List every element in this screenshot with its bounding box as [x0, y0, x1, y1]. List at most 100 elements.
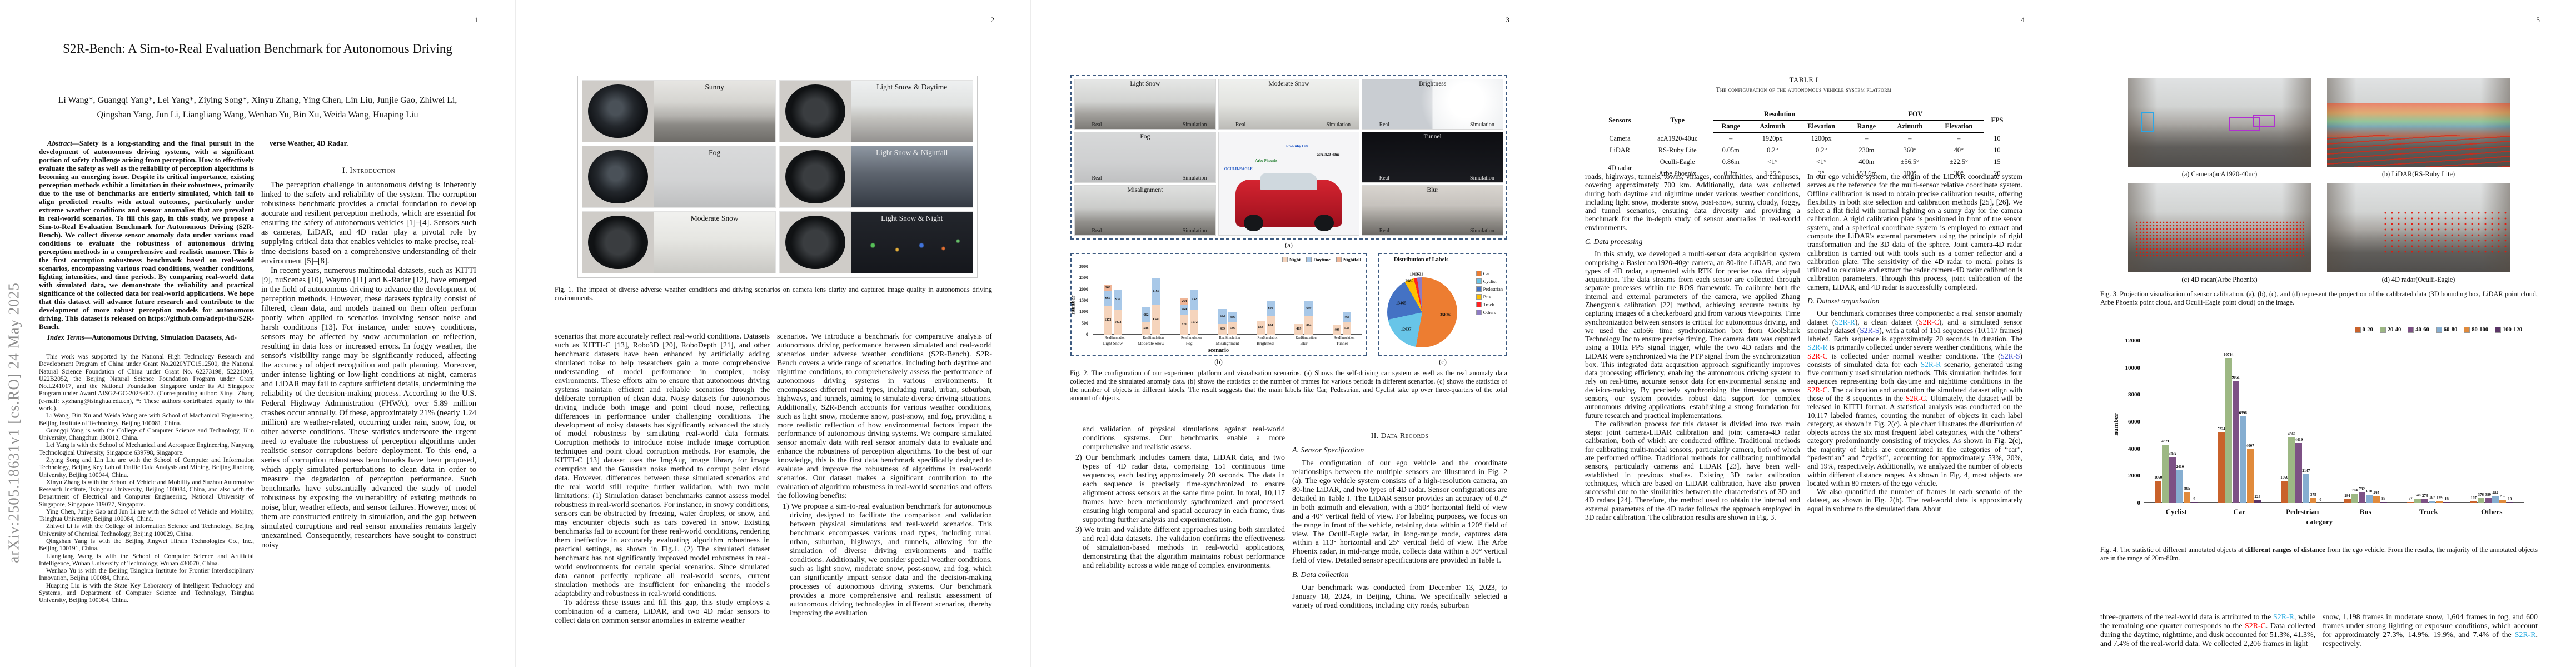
panel-label: Light Snow: [1130, 81, 1160, 87]
camera-lens-icon: [582, 146, 654, 207]
bar-value-label: 536: [1229, 327, 1235, 331]
bar-value-label: 273: [2422, 494, 2428, 499]
bar-value-label: 389: [2485, 492, 2492, 497]
paragraph: Ziying Song and Lin Liu are with the Sch…: [39, 456, 254, 479]
bar-segment: 466: [1343, 312, 1352, 323]
camera-lens-icon: [780, 212, 851, 273]
table-cell: 0.86m: [1722, 158, 1740, 166]
x-tick-label: Real: [1219, 336, 1226, 340]
group-label: Blur: [1300, 341, 1308, 346]
y-tick-label: 10000: [2125, 364, 2141, 371]
y-tick-label: 6000: [2128, 419, 2140, 425]
bar: 9061: [2232, 375, 2240, 503]
scene-label: Light Snow & Night: [880, 214, 943, 222]
column-right: verse Weather, 4D Radar. I. Introduction T…: [261, 139, 476, 666]
legend-label: Car: [1483, 271, 1490, 276]
bar-value-label: 291: [2344, 493, 2351, 498]
subsection-heading: A. Sensor Specification: [1292, 446, 1364, 455]
group-label: Brightness: [1257, 341, 1275, 346]
figure-2-caption: Fig. 2. The configuration of our experim…: [1070, 369, 1507, 402]
panel-label: Tunnel: [1423, 133, 1442, 141]
pie-chart: [1387, 277, 1457, 347]
figure-2a-platform: Light Snow Real Simulation Moderate Snow Re…: [1070, 75, 1507, 240]
fig3-camera-image: [2128, 78, 2311, 167]
figure-4-caption: Fig. 4. The statistic of different annot…: [2100, 546, 2538, 563]
table-cell: 1.25 °: [1764, 170, 1781, 177]
bar-value-label: 2410: [2176, 465, 2184, 470]
section-heading: II. Data Records: [1371, 432, 1429, 440]
real-label: Real: [1092, 122, 1102, 128]
scene-label: Sunny: [705, 83, 724, 91]
column-left: roads, highways, tunnels, towns, village…: [1585, 172, 1800, 663]
text-segment: Abstract: [47, 139, 72, 147]
bar-value-label: 805: [2184, 486, 2190, 491]
real-label: Real: [1379, 122, 1389, 128]
table-cell: ±22.5°: [1949, 158, 1968, 166]
bar-value-label: 932: [1192, 298, 1197, 302]
paragraph: The calibration process for this dataset…: [1585, 419, 1800, 521]
legend-label: 20-40: [2387, 327, 2401, 333]
bar-group: 469 Real 804 699 Simulation Blur: [1294, 267, 1317, 346]
page-number: 5: [2536, 16, 2540, 24]
simulation-label: Simulation: [1326, 122, 1351, 128]
group-label: Fog: [1185, 341, 1193, 346]
paragraph: 2) Our benchmark includes camera data, L…: [1075, 453, 1285, 524]
legend-item: Cyclist: [1476, 278, 1503, 284]
camera-lens-icon: [582, 212, 654, 273]
bar: 610: [2365, 489, 2373, 503]
real-label: Real: [1092, 228, 1102, 234]
fig3-arbe-image: [2128, 183, 2311, 272]
text-segment: . Ultimately, the dataset will be releas…: [1807, 394, 2022, 487]
page-2: 2 Sunny Light Snow & Daytime Fog Light S…: [515, 0, 1031, 667]
simulation-label: Simulation: [1182, 175, 1207, 181]
figure-1-cell: Fog: [582, 146, 776, 208]
x-tick-label: Real: [1296, 336, 1302, 340]
category-label: Pedestrian: [2286, 507, 2319, 516]
paragraph: The perception challenge in autonomous d…: [261, 181, 476, 266]
y-tick-label: 500: [1082, 320, 1088, 326]
paragraph: Index Terms—Autonomous Driving, Simulati…: [39, 333, 254, 341]
bar-value-label: 1072: [1190, 321, 1198, 325]
figure-1-cell: Moderate Snow: [582, 211, 776, 273]
paragraph: scenarios. We introduce a benchmark for …: [777, 332, 992, 501]
stacked-bar: 536 662 Real: [1142, 307, 1150, 340]
figure-3-caption: Fig. 3. Projection visualization of sens…: [2100, 290, 2538, 306]
panel-label: Misalignment: [1127, 186, 1163, 193]
stacked-bar: 469 Real: [1294, 323, 1303, 340]
bar-segment: 1072: [1190, 310, 1199, 335]
text-segment: S2R-C: [1807, 351, 1828, 360]
paragraph: Li Wang, Bin Xu and Weida Wang are with …: [39, 412, 254, 427]
bar-value-label: 484: [2492, 491, 2499, 496]
bar-value-label: 5224: [2217, 426, 2225, 431]
legend-item: Others: [1476, 310, 1503, 315]
paragraph: Our benchmark was conducted from Decembe…: [1292, 584, 1507, 610]
y-tick-label: 2500: [1079, 275, 1088, 281]
bar-value-label: 1660: [2154, 475, 2163, 480]
spacer: [39, 344, 254, 354]
page-4: 4 TABLE I The configuration of the auton…: [1546, 0, 2061, 667]
column-right: In our ego vehicle system, the origin of…: [1807, 172, 2022, 663]
y-tick-label: 0: [1086, 332, 1088, 337]
bar-value-label: 1340: [1153, 317, 1160, 321]
table-cell: <1°: [1816, 158, 1827, 166]
bar: 224: [2254, 495, 2261, 503]
real-label: Real: [1092, 175, 1102, 181]
stacked-bar: 469 662 Real: [1218, 309, 1227, 340]
bar: 273: [2421, 494, 2429, 503]
bar-group: 600 Real 804 699 Simulation Brightness: [1256, 267, 1278, 346]
scenario-panel: Light Snow Real Simulation: [1074, 79, 1216, 130]
bar-value-label: 10: [2508, 497, 2512, 501]
bar-segment: 536: [1142, 322, 1150, 335]
column-right: II. Data Records A. Sensor Specification T…: [1292, 425, 1507, 660]
figure-1: Sunny Light Snow & Daytime Fog Light Sno…: [577, 76, 978, 278]
legend-label: Bus: [1483, 294, 1491, 300]
scenario-panel: Fog Real Simulation: [1074, 132, 1216, 183]
x-tick-label: Simulation: [1301, 336, 1317, 340]
table-cell: Azimuth: [1886, 120, 1934, 133]
legend-label: 40-60: [2415, 327, 2429, 333]
bar: 4321: [2161, 439, 2169, 503]
simulation-label: Simulation: [1182, 122, 1207, 128]
bar-segment: 662: [1142, 307, 1150, 323]
paragraph: scenarios that more accurately reflect r…: [555, 332, 770, 598]
bar: 375: [2310, 492, 2317, 503]
